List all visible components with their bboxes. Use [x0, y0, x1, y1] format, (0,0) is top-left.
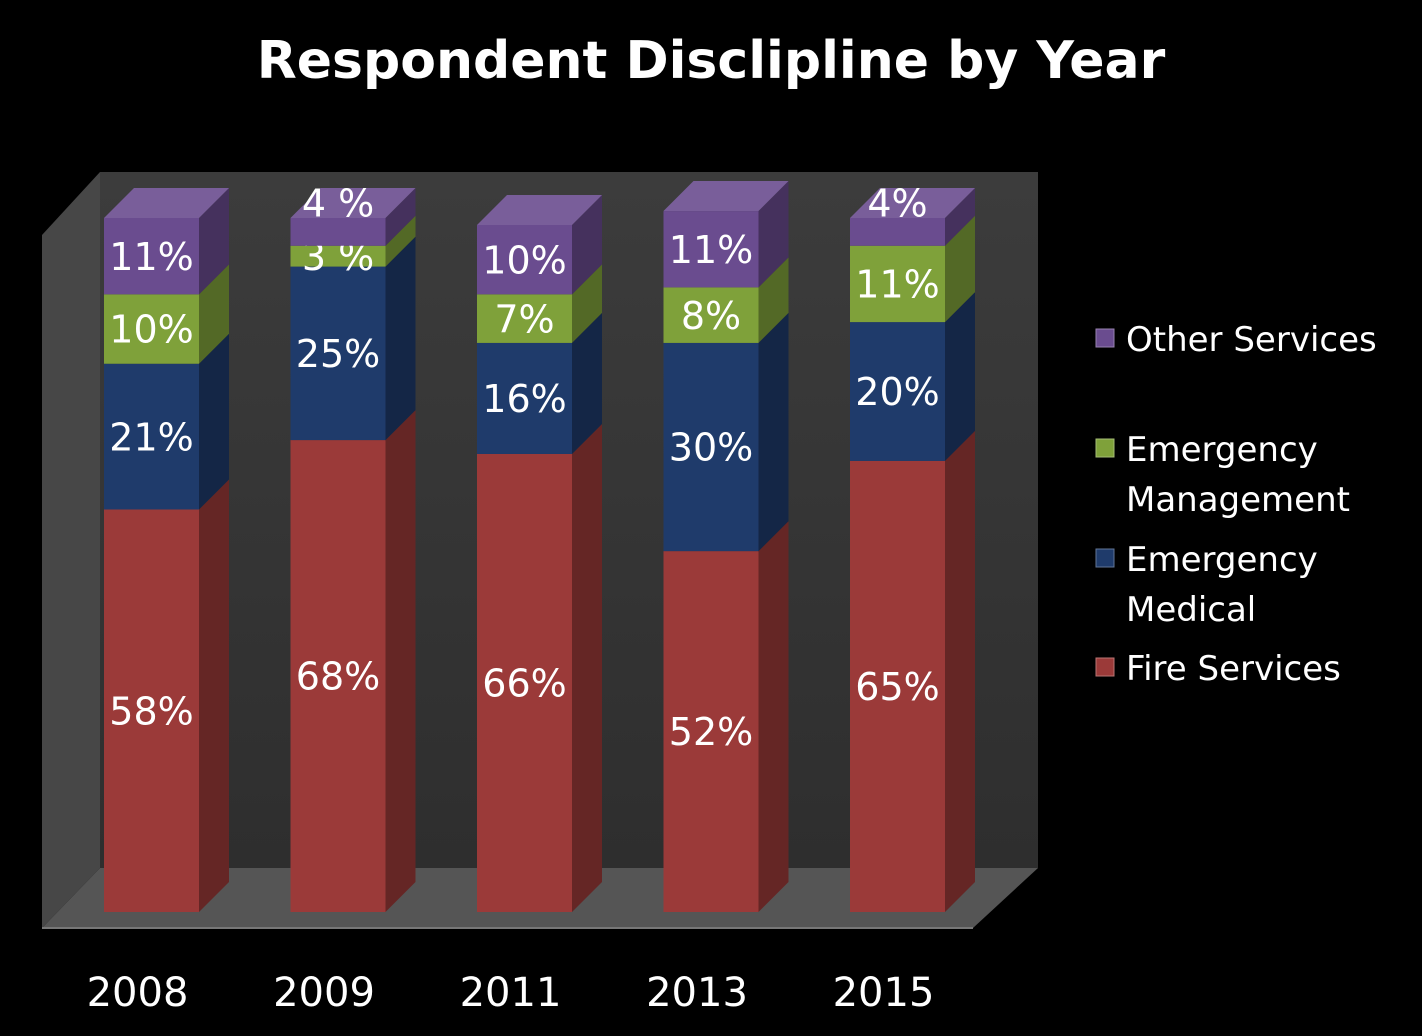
- bar-side-fire-services-2015: [945, 430, 975, 912]
- data-label-other-services-2011: 10%: [482, 238, 566, 282]
- bar-emergency-medical-2015: [850, 322, 945, 461]
- bar-side-emergency-management-2011: [572, 264, 602, 343]
- bar-stack-2015: 65% 20% 11% 4%: [850, 182, 975, 912]
- data-label-emergency-medical-2011: 16%: [482, 377, 566, 421]
- bar-stack-2013: 52% 30% 8% 11%: [663, 181, 789, 912]
- bar-other-services-2008: [104, 218, 199, 295]
- bar-fire-services-2015: [850, 460, 945, 912]
- category-label-2015: 2015: [833, 970, 935, 1016]
- data-label-emergency-medical-2013: 30%: [669, 426, 753, 470]
- bar-fire-services-2011: [477, 453, 572, 912]
- bar-other-services-2013: [663, 211, 759, 288]
- bar-side-fire-services-2009: [385, 410, 416, 912]
- data-label-emergency-management-2008: 10%: [109, 308, 193, 352]
- bar-side-fire-services-2013: [758, 521, 789, 912]
- bar-fire-services-2009: [290, 440, 386, 912]
- bar-side-other-services-2015: [945, 188, 975, 246]
- data-label-emergency-medical-2008: 21%: [109, 415, 193, 459]
- bar-side-emergency-medical-2015: [945, 292, 975, 461]
- bar-emergency-medical-2009: [290, 266, 386, 441]
- data-label-emergency-management-2015: 11%: [855, 263, 939, 307]
- category-label-2009: 2009: [273, 970, 375, 1016]
- bar-fire-services-2013: [663, 551, 759, 912]
- data-label-other-services-2015: 4%: [867, 182, 927, 226]
- bar-side-other-services-2013: [758, 181, 789, 288]
- data-label-other-services-2013: 11%: [669, 228, 753, 272]
- data-label-fire-services-2013: 52%: [669, 710, 753, 754]
- bar-side-fire-services-2008: [199, 479, 229, 912]
- legend-item-fire-services: Fire Services: [1095, 649, 1341, 689]
- data-label-emergency-management-2011: 7%: [494, 297, 554, 341]
- bar-side-other-services-2008: [199, 188, 229, 295]
- chart-title: Respondent Disclipline by Year: [257, 31, 1166, 91]
- bar-side-other-services-2009: [385, 188, 416, 246]
- bar-top-other-services-2008: [104, 188, 229, 218]
- legend-swatch-emergency-management: [1095, 438, 1115, 458]
- bar-side-emergency-management-2009: [385, 215, 416, 267]
- data-label-other-services-2008: 11%: [109, 235, 193, 279]
- legend-label-fire-services: Fire Services: [1126, 649, 1341, 689]
- bar-side-emergency-medical-2011: [572, 312, 602, 454]
- legend: Other ServicesEmergencyManagementEmergen…: [1095, 320, 1377, 689]
- legend-item-other-services: Other Services: [1095, 320, 1377, 360]
- bar-top-other-services-2015: [850, 188, 975, 218]
- bar-emergency-medical-2011: [477, 342, 572, 454]
- legend-label-emergency-management-line-2: Management: [1126, 480, 1350, 520]
- bar-emergency-medical-2008: [104, 363, 199, 510]
- bar-emergency-medical-2013: [663, 342, 759, 552]
- bar-side-emergency-management-2015: [945, 215, 975, 323]
- data-label-fire-services-2015: 65%: [855, 665, 939, 709]
- legend-label-emergency-management-line-1: Emergency: [1126, 430, 1318, 470]
- bar-stack-2009: 68%25%3 %4 %: [290, 182, 416, 912]
- bar-emergency-management-2013: [663, 287, 759, 343]
- bar-side-emergency-medical-2013: [758, 312, 789, 552]
- bar-side-emergency-medical-2009: [385, 236, 416, 441]
- bar-side-other-services-2011: [572, 194, 602, 295]
- legend-label-other-services: Other Services: [1126, 320, 1377, 360]
- category-label-2008: 2008: [87, 970, 189, 1016]
- bar-stack-2011: 66% 16% 7% 10%: [477, 194, 602, 912]
- bars: 58%21%10%11%68%25%3 %4 %66%16%7%10%52%30…: [104, 181, 975, 912]
- legend-item-emergency-medical: Emergency Medical: [1095, 540, 1318, 630]
- data-label-fire-services-2009: 68%: [296, 655, 380, 699]
- data-label-emergency-management-2013: 8%: [681, 294, 741, 338]
- side-wall: [42, 172, 100, 928]
- bar-side-emergency-management-2008: [199, 264, 229, 364]
- data-label-fire-services-2011: 66%: [482, 662, 566, 706]
- bar-emergency-management-2008: [104, 294, 199, 364]
- legend-item-emergency-management: Emergency Management: [1095, 430, 1350, 520]
- legend-label-emergency-medical-line-1: Emergency: [1126, 540, 1318, 580]
- data-label-emergency-medical-2009: 25%: [296, 332, 380, 376]
- bar-other-services-2015: [850, 218, 945, 246]
- legend-swatch-other-services: [1095, 328, 1115, 348]
- data-label-emergency-medical-2015: 20%: [855, 370, 939, 414]
- bar-emergency-management-2009: [290, 245, 386, 267]
- bar-side-emergency-management-2013: [758, 257, 789, 343]
- legend-label-emergency-medical-line-2: Medical: [1126, 590, 1256, 630]
- bar-emergency-management-2015: [850, 245, 945, 323]
- legend-swatch-emergency-medical: [1095, 548, 1115, 568]
- bar-side-fire-services-2011: [572, 423, 602, 912]
- bar-stack-2008: 58% 21% 10% 11%: [104, 188, 229, 912]
- category-axis: 2008 2009 2011 2013 2015: [87, 970, 935, 1016]
- bar-emergency-management-2011: [477, 294, 572, 343]
- bar-top-other-services-2009: [290, 188, 416, 218]
- bar-side-emergency-medical-2008: [199, 333, 229, 510]
- bar-top-other-services-2011: [477, 194, 602, 225]
- legend-swatch-fire-services: [1095, 657, 1115, 677]
- bar-fire-services-2008: [104, 509, 199, 912]
- category-label-2011: 2011: [460, 970, 562, 1016]
- bar-other-services-2011: [477, 224, 572, 295]
- data-label-fire-services-2008: 58%: [109, 689, 193, 733]
- category-label-2013: 2013: [646, 970, 748, 1016]
- data-label-other-services-2009: 4 %: [302, 182, 374, 226]
- bar-other-services-2009: [290, 218, 386, 246]
- bar-top-other-services-2013: [663, 181, 789, 212]
